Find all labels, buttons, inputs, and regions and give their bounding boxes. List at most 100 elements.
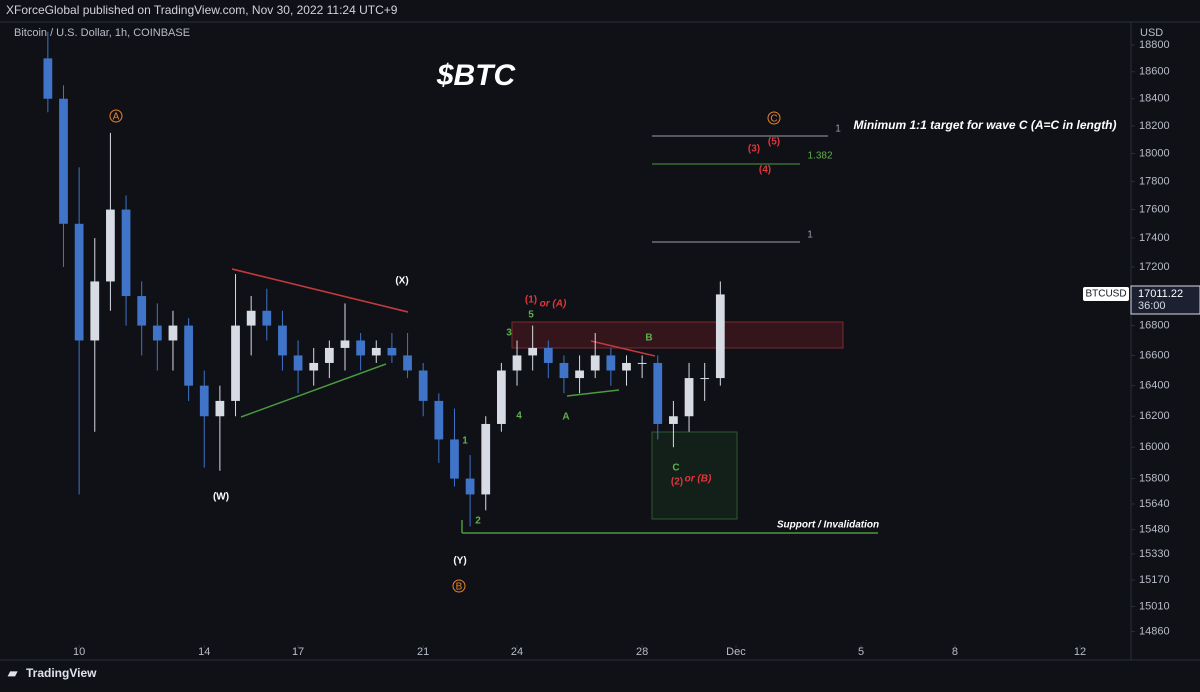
annotation: 1 [462, 436, 468, 447]
annotation: B [456, 582, 463, 593]
x-tick-label: 8 [952, 646, 958, 658]
candle-body [669, 416, 678, 424]
annotation: C [770, 114, 777, 125]
candle-body [497, 370, 506, 424]
x-tick-label: 12 [1074, 646, 1086, 658]
candle-body [465, 478, 475, 495]
x-tick-label: 14 [198, 646, 210, 658]
x-tick-label: 17 [292, 646, 304, 658]
y-tick-label: 16600 [1139, 349, 1170, 361]
wave-circle [767, 111, 781, 125]
candle-body [387, 347, 397, 356]
annotation: 1 [807, 230, 813, 241]
resistance-zone [511, 321, 844, 349]
annotation: 4 [516, 411, 522, 422]
y-tick-label: 15170 [1139, 574, 1170, 586]
trend-line [590, 340, 656, 357]
candle-body [199, 385, 209, 417]
annotation: Minimum 1:1 target for wave C (A=C in le… [853, 118, 1116, 132]
candle-body [418, 370, 428, 401]
wave-circle [109, 109, 123, 123]
annotation: 1.382 [807, 151, 832, 162]
candle-body [106, 209, 115, 282]
candle-body [684, 378, 694, 417]
y-tick-label: 15800 [1139, 473, 1170, 485]
y-tick-label: 18200 [1139, 120, 1170, 132]
candle-body [371, 347, 381, 356]
candle-body [152, 325, 162, 341]
candle-body [528, 347, 538, 356]
last-price: 17011.22 [1138, 288, 1183, 300]
candle-body [121, 209, 131, 297]
y-tick-label: 16200 [1139, 410, 1170, 422]
candle-body [246, 310, 256, 326]
chart-title: $BTC [436, 59, 517, 92]
x-tick-label: 10 [73, 646, 85, 658]
y-tick-label: 18800 [1139, 39, 1170, 51]
x-tick-label: 28 [636, 646, 648, 658]
candle-body [653, 362, 663, 424]
annotation: B [645, 333, 652, 344]
y-tick-label: 15480 [1139, 524, 1170, 536]
annotation: (W) [213, 492, 229, 503]
y-tick-label: 14860 [1139, 625, 1170, 637]
y-tick-label: 17400 [1139, 232, 1170, 244]
candle-body [74, 223, 84, 341]
candle-body [262, 310, 272, 326]
annotation: A [113, 112, 120, 123]
candle-body [481, 423, 491, 495]
brand: TradingView [26, 666, 97, 680]
y-tick-label: 17800 [1139, 175, 1170, 187]
y-tick-label: 16000 [1139, 441, 1170, 453]
candle-body [450, 439, 459, 479]
candle-body [137, 296, 147, 326]
annotation: or (B) [685, 474, 712, 485]
candle-body [622, 362, 631, 371]
annotation: (4) [759, 165, 771, 176]
brand-logo: ▰ [7, 666, 18, 680]
annotation: (2) [671, 477, 683, 488]
candle-body [90, 281, 100, 341]
candle-body [293, 355, 303, 371]
candle-body [184, 325, 193, 386]
candle-body [59, 98, 68, 224]
candle-body [559, 362, 569, 379]
annotation: (3) [748, 144, 760, 155]
y-tick-label: 17200 [1139, 261, 1170, 273]
y-tick-label: 18000 [1139, 147, 1170, 159]
candle-body [715, 294, 725, 379]
x-tick-label: 5 [858, 646, 864, 658]
candle-body [403, 355, 412, 371]
annotation: (5) [768, 137, 780, 148]
trend-line [240, 363, 387, 418]
annotation: 2 [475, 516, 481, 527]
publisher: XForceGlobal published on TradingView.co… [6, 3, 398, 17]
candle-body [543, 347, 553, 363]
annotation: (1) [525, 295, 537, 306]
annotation: C [672, 463, 679, 474]
candle-body [231, 325, 240, 401]
candle-body [700, 378, 710, 380]
subtitle: Bitcoin / U.S. Dollar, 1h, COINBASE [14, 27, 190, 39]
candle-body [309, 362, 319, 371]
y-tick-label: 18600 [1139, 66, 1170, 78]
y-tick-label: 16800 [1139, 319, 1170, 331]
candle-body [356, 340, 366, 356]
annotation: 5 [528, 310, 534, 321]
annotation: Support / Invalidation [777, 520, 879, 531]
symbol: BTCUSD [1085, 289, 1126, 300]
candle-body [43, 58, 53, 99]
annotation: 1 [835, 124, 841, 135]
candle-body [637, 362, 647, 364]
candle-body [215, 400, 225, 417]
y-tick-label: 16400 [1139, 380, 1170, 392]
x-tick-label: 24 [511, 646, 523, 658]
price-box [1130, 285, 1200, 315]
annotation: 3 [506, 328, 512, 339]
candle-body [606, 355, 616, 371]
y-tick-label: 18400 [1139, 93, 1170, 105]
x-tick-label: 21 [417, 646, 429, 658]
candle-body [575, 370, 584, 379]
